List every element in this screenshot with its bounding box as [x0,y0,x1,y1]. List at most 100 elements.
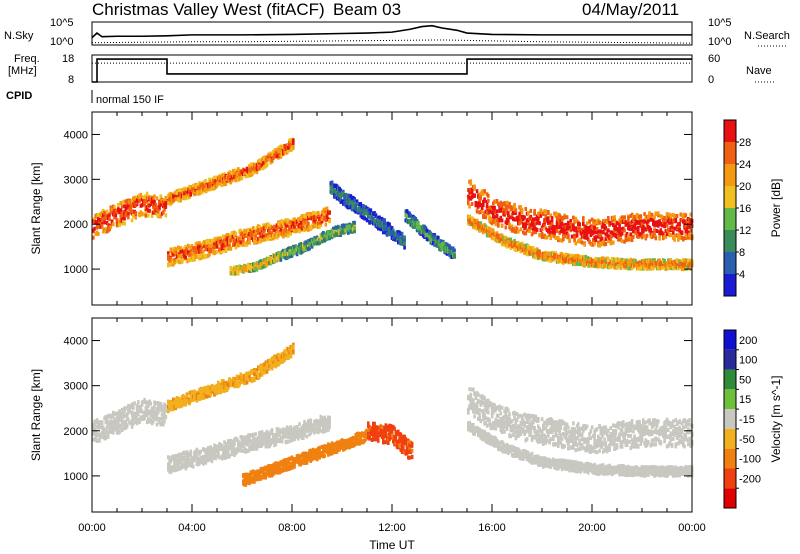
range-gate-cell [339,231,343,236]
range-gate-cell [155,422,159,427]
noise-frame [91,21,693,46]
range-gate-cell [272,236,275,241]
scatter-band [404,209,456,259]
range-gate-cell [618,223,621,228]
range-gate-cell [403,235,406,240]
range-gate-cell [159,416,163,421]
range-gate-cell [264,160,268,165]
range-gate-cell [683,219,686,224]
range-gate-cell [562,237,565,242]
range-gate-cell [265,163,269,168]
range-gate-cell [280,219,284,224]
range-gate-cell [484,215,488,220]
range-gate-cell [177,464,180,469]
range-gate-cell [118,222,121,226]
range-gate-cell [532,245,535,250]
range-gate-cell [200,189,204,194]
range-gate-cell [119,208,123,213]
range-gate-cell [660,266,664,270]
range-gate-cell [495,209,499,214]
range-gate-cell [255,170,259,175]
range-gate-cell [583,232,586,237]
range-gate-cell [512,211,515,215]
range-gate-cell [248,240,251,245]
range-gate-cell [628,226,631,231]
range-gate-cell [469,179,473,184]
range-gate-cell [320,239,324,244]
range-gate-cell [104,436,108,441]
range-gate-cell [520,210,524,214]
range-gate-cell [159,194,163,199]
range-gate-cell [619,227,623,232]
range-gate-cell [550,233,554,238]
range-gate-cell [623,215,626,220]
range-gate-cell [148,208,151,213]
range-gate-cell [105,425,109,430]
range-gate-cell [127,215,130,220]
range-gate-cell [125,201,129,206]
range-gate-cell [603,239,606,244]
range-gate-cell [194,251,198,256]
range-gate-cell [185,247,189,252]
range-gate-cell [334,194,338,199]
range-gate-cell [560,252,564,257]
range-gate-cell [285,223,289,228]
range-gate-cell [320,219,324,224]
range-gate-cell [117,208,120,213]
range-gate-cell [192,187,195,192]
range-gate-cell [299,224,303,229]
range-gate-cell [252,171,255,175]
range-gate-cell [279,257,283,262]
range-gate-cell [449,246,453,251]
range-gate-cell [480,189,484,194]
range-gate-cell [109,224,113,229]
range-gate-cell [94,430,98,435]
range-gate-cell [532,230,535,235]
range-gate-cell [677,233,680,238]
range-gate-cell [498,218,501,223]
range-gate-cell [492,219,495,224]
freq-line [92,58,692,83]
range-gate-cell [218,455,221,460]
range-gate-cell [647,219,650,224]
range-gate-cell [503,201,506,206]
range-gate-cell [507,212,510,217]
range-gate-cell [200,245,204,250]
range-gate-cell [339,197,343,202]
range-gate-cell [233,442,236,446]
range-gate-cell [228,453,231,458]
range-gate-cell [550,222,554,227]
range-gate-cell [337,225,340,230]
range-gate-cell [268,230,271,235]
range-gate-cell [539,213,543,218]
range-gate-cell [509,237,513,242]
range-gate-cell [94,220,98,225]
range-gate-cell [638,220,641,225]
range-gate-cell [649,227,653,232]
range-gate-cell [670,226,674,231]
range-gate-cell [93,226,96,231]
range-gate-cell [639,232,643,237]
range-gate-cell [680,230,684,235]
range-gate-cell [518,211,521,216]
range-gate-cell [224,248,228,253]
range-gate-cell [524,207,528,211]
range-gate-cell [92,431,95,436]
range-gate-cell [453,254,456,259]
range-gate-cell [549,213,553,218]
range-gate-cell [554,235,558,240]
range-gate-cell [143,199,146,203]
range-gate-cell [684,229,688,234]
range-gate-cell [332,186,335,191]
range-gate-cell [324,222,328,227]
range-gate-cell [150,214,154,218]
range-gate-cell [643,212,646,217]
range-gate-cell [123,221,126,226]
range-gate-cell [587,256,590,261]
range-gate-cell [560,226,564,231]
range-gate-cell [114,419,118,424]
range-gate-cell [238,176,241,180]
range-gate-cell [560,222,564,226]
